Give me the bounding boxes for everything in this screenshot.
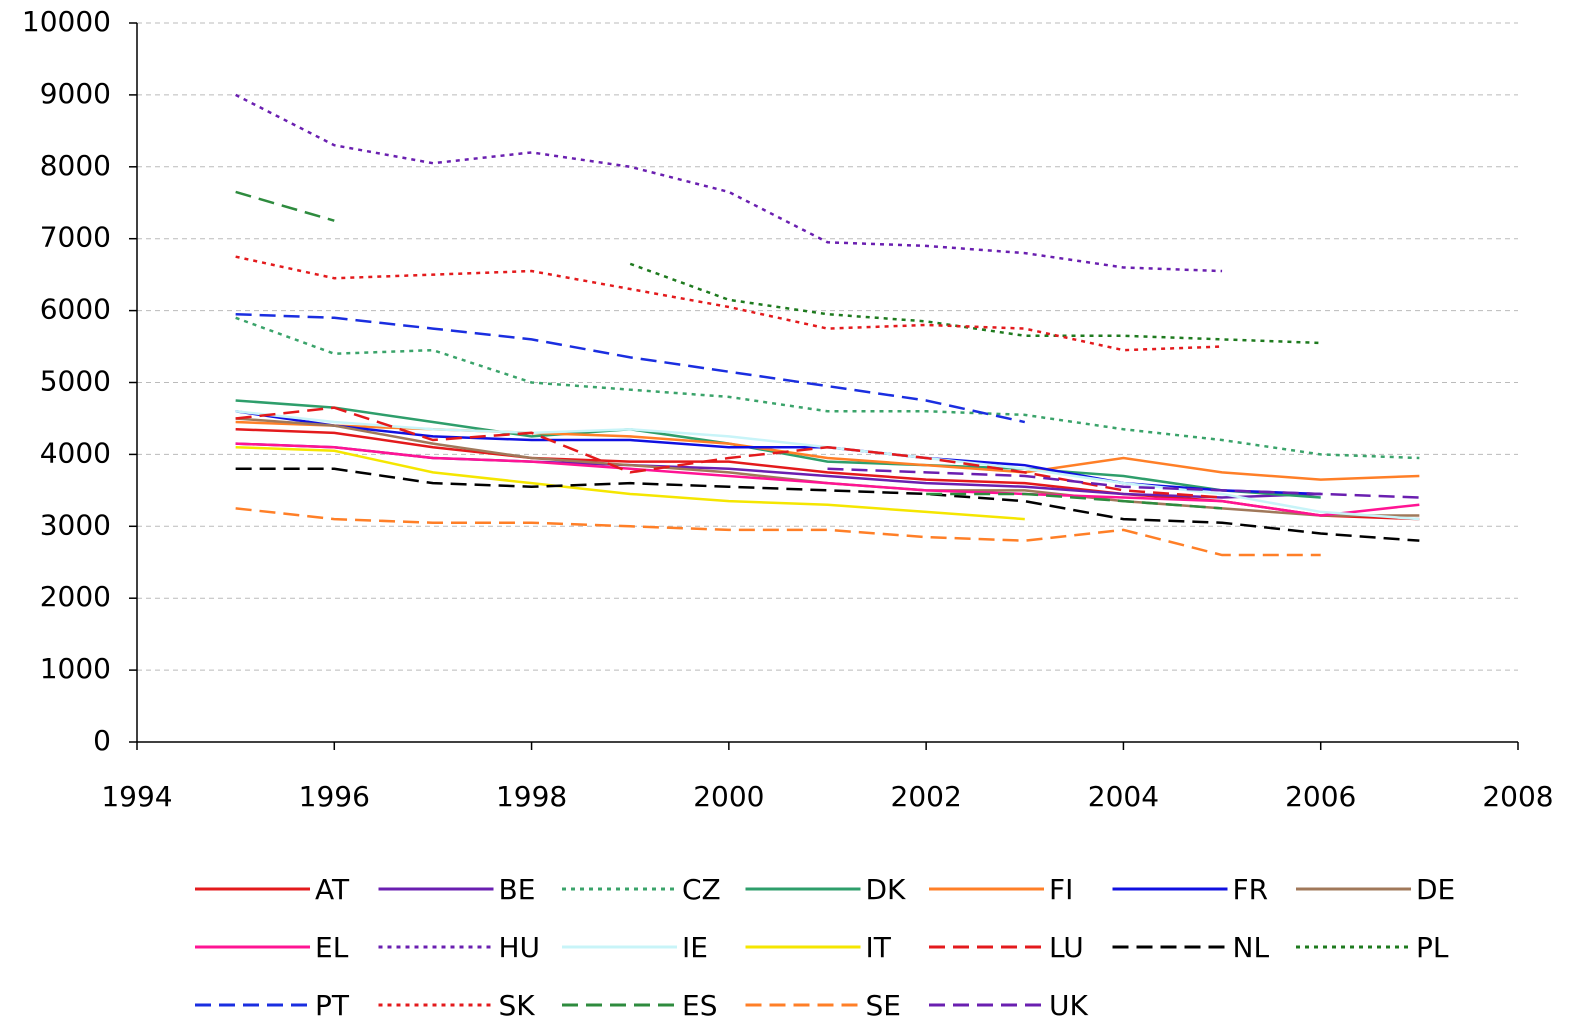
legend-label: IT: [866, 931, 892, 964]
x-tick-label: 1994: [101, 780, 172, 813]
y-tick-label: 8000: [40, 149, 111, 182]
legend-label: ES: [682, 989, 717, 1022]
legend-label: FR: [1233, 873, 1269, 906]
x-tick-label: 2000: [693, 780, 764, 813]
x-tick-label: 2002: [891, 780, 962, 813]
legend-label: FI: [1049, 873, 1073, 906]
legend-label: LU: [1049, 931, 1084, 964]
line: [235, 406, 1223, 499]
y-tick-label: 5000: [40, 365, 111, 398]
y-tick-label: 1000: [40, 652, 111, 685]
y-tick-label: 10000: [22, 5, 111, 38]
legend-label: NL: [1233, 931, 1270, 964]
legend-label: AT: [315, 873, 350, 906]
legend-label: SE: [866, 989, 901, 1022]
x-tick-label: 1996: [299, 780, 370, 813]
line: [235, 467, 1420, 542]
x-tick-label: 2008: [1482, 780, 1553, 813]
legend-label: CZ: [682, 873, 721, 906]
legend-label: BE: [499, 873, 536, 906]
y-tick-label: 9000: [40, 77, 111, 110]
line: [235, 255, 1223, 352]
line: [235, 420, 1420, 481]
line: [235, 442, 1420, 517]
y-tick-label: 3000: [40, 508, 111, 541]
legend-label: PT: [315, 989, 350, 1022]
legend-label: UK: [1049, 989, 1088, 1022]
legend-label: EL: [315, 931, 349, 964]
line: [235, 399, 1321, 499]
y-tick-label: 0: [93, 724, 111, 757]
line: [235, 93, 1223, 273]
y-tick-label: 7000: [40, 221, 111, 254]
legend-label: HU: [499, 931, 541, 964]
line: [235, 316, 1420, 460]
y-tick-label: 6000: [40, 293, 111, 326]
x-tick-label: 2004: [1088, 780, 1159, 813]
legend-label: DK: [866, 873, 907, 906]
x-tick-label: 1998: [496, 780, 567, 813]
line: [827, 467, 1420, 499]
legend-label: PL: [1416, 931, 1449, 964]
line: [235, 445, 1025, 521]
line: [235, 190, 1223, 510]
line: [235, 507, 1321, 557]
legend-label: SK: [499, 989, 536, 1022]
x-tick-label: 2006: [1285, 780, 1356, 813]
y-tick-label: 4000: [40, 436, 111, 469]
line: [629, 262, 1321, 345]
legend-label: DE: [1416, 873, 1455, 906]
legend-label: IE: [682, 931, 708, 964]
y-tick-label: 2000: [40, 580, 111, 613]
line: [235, 312, 1026, 424]
